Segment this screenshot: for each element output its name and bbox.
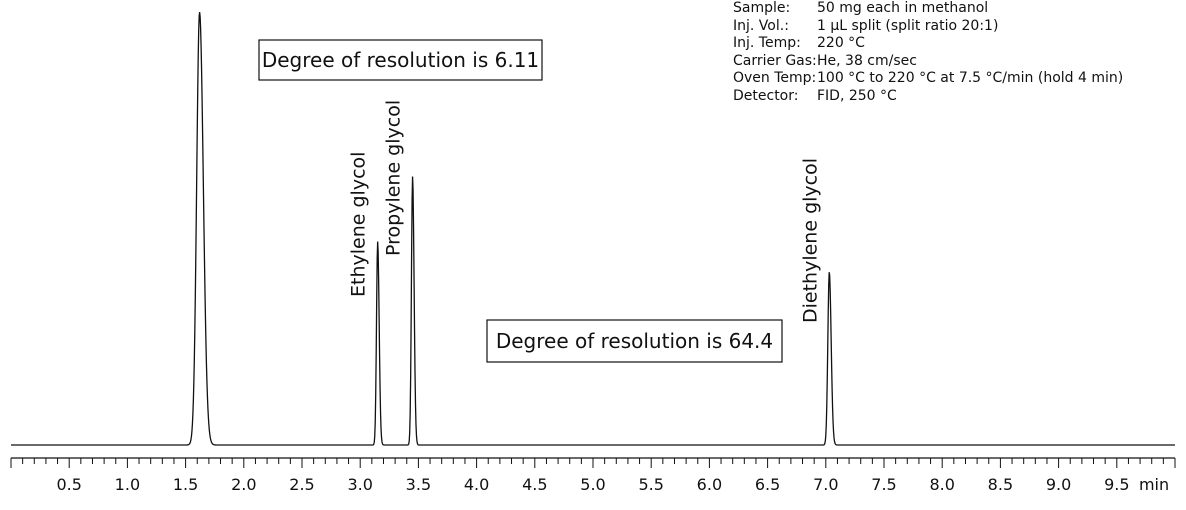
x-tick-label: 7.5	[871, 475, 896, 494]
x-axis: 0.5 1.0 1.5 2.0 2.5 3.0 3.5 4.0 4.5 5.0 5.5 6.0 6.5 7…	[10, 457, 1176, 494]
x-tick-label: 3.0	[347, 475, 372, 494]
condition-row: Detector: FID, 250 °C	[733, 88, 1123, 106]
x-tick-label: 8.5	[988, 475, 1013, 494]
x-tick-label: 9.5	[1104, 475, 1129, 494]
x-tick-label: 6.5	[755, 475, 780, 494]
annotation-text: Degree of resolution is 64.4	[496, 329, 773, 353]
trace-layer	[11, 12, 1175, 446]
x-tick-label: 9.0	[1046, 475, 1071, 494]
annotation-text: Degree of resolution is 6.11	[262, 48, 539, 72]
x-tick-label: 6.0	[697, 475, 722, 494]
condition-value: FID, 250 °C	[817, 87, 897, 104]
x-tick-label: 2.0	[231, 475, 256, 494]
condition-value: He, 38 cm/sec	[817, 52, 917, 69]
x-tick-label: 5.0	[580, 475, 605, 494]
x-tick-label: 1.5	[173, 475, 198, 494]
x-tick-label: 7.0	[813, 475, 838, 494]
condition-row: Carrier Gas: He, 38 cm/sec	[733, 53, 1123, 71]
peak-label: Diethylene glycol	[799, 158, 821, 323]
condition-value: 100 °C to 220 °C at 7.5 °C/min (hold 4 m…	[817, 70, 1124, 86]
peak-label: Ethylene glycol	[348, 152, 370, 297]
condition-row: Oven Temp: 100 °C to 220 °C at 7.5 °C/mi…	[733, 70, 1123, 88]
x-tick-label: 4.0	[464, 475, 489, 494]
condition-row: Inj. Vol.: 1 µL split (split ratio 20:1)	[733, 18, 1123, 36]
condition-key: Sample:	[733, 0, 791, 16]
annotation-box	[258, 39, 543, 81]
condition-key: Inj. Temp:	[733, 35, 801, 51]
x-tick-label: 4.5	[522, 475, 547, 494]
x-tick-label: 3.5	[406, 475, 431, 494]
conditions-panel: Sample: 50 mg each in methanol Inj. Vol.…	[733, 0, 1123, 105]
condition-key: Detector:	[733, 87, 799, 104]
chromatogram-trace	[11, 12, 1175, 446]
annotation-box	[486, 319, 783, 363]
condition-key: Inj. Vol.:	[733, 17, 789, 34]
x-axis-unit: min	[1139, 475, 1169, 494]
condition-key: Oven Temp:	[733, 70, 817, 86]
condition-value: 1 µL split (split ratio 20:1)	[817, 17, 999, 34]
condition-value: 220 °C	[817, 35, 865, 51]
x-tick-label: 1.0	[115, 475, 140, 494]
peak-labels: Ethylene glycol Propylene glycol Diethylen…	[348, 100, 822, 323]
x-tick-label: 5.5	[638, 475, 663, 494]
x-tick-label: 0.5	[56, 475, 81, 494]
condition-row: Sample: 50 mg each in methanol	[733, 0, 1123, 18]
condition-value: 50 mg each in methanol	[817, 0, 989, 16]
x-tick-label: 8.0	[929, 475, 954, 494]
condition-key: Carrier Gas:	[733, 52, 817, 69]
condition-row: Inj. Temp: 220 °C	[733, 35, 1123, 53]
annotations: Degree of resolution is 6.11 Degree of re…	[258, 39, 783, 363]
x-tick-label: 2.5	[289, 475, 314, 494]
peak-label: Propylene glycol	[383, 100, 405, 256]
